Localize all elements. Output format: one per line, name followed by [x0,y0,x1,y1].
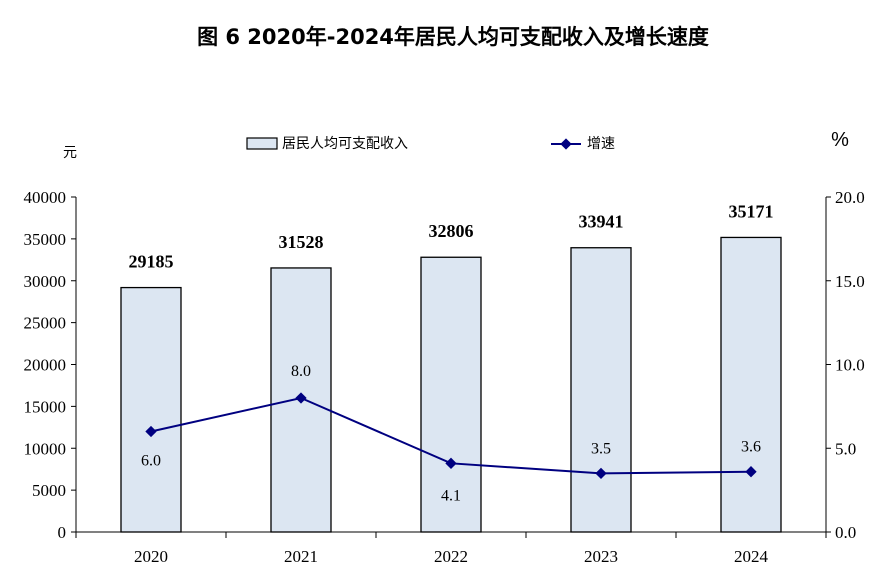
right-tick-label: 0.0 [835,523,856,542]
left-tick-label: 40000 [24,188,67,207]
x-tick-label: 2024 [734,547,769,566]
legend: 居民人均可支配收入 增速 [246,136,615,152]
left-tick-label: 20000 [24,356,67,375]
bar-value-label: 29185 [129,252,174,272]
growth-value-label: 3.5 [591,440,611,457]
legend-bar-label: 居民人均可支配收入 [282,136,408,152]
growth-point [445,457,457,469]
legend-line-marker [560,138,572,150]
left-tick-label: 5000 [32,481,66,500]
right-tick-label: 15.0 [835,272,865,291]
growth-value-label: 6.0 [141,453,161,470]
bar-value-label: 31528 [279,232,324,252]
bar-value-label: 33941 [579,212,624,232]
legend-line-label: 增速 [587,136,615,152]
left-tick-label: 30000 [24,272,67,291]
bar-value-label: 35171 [729,201,774,221]
growth-value-label: 3.6 [741,439,761,456]
growth-point [145,425,157,438]
growth-value-label: 8.0 [291,363,311,380]
right-tick-label: 10.0 [835,356,865,375]
bar [570,247,632,533]
growth-point [745,466,757,478]
left-tick-label: 0 [58,523,67,542]
growth-point [595,467,607,480]
left-axis-unit: 元 [63,145,77,161]
right-tick-label: 5.0 [835,439,856,458]
chart-title: 图 6 2020年-2024年居民人均可支配收入及增长速度 [197,25,709,49]
bar [120,286,182,533]
legend-bar-swatch [246,137,278,150]
x-tick-label: 2021 [284,547,318,566]
growth-point [295,392,307,404]
bar [720,236,782,533]
x-tick-label: 2020 [134,547,168,566]
x-tick-label: 2022 [434,547,468,566]
right-tick-label: 20.0 [835,188,865,207]
bar-value-label: 32806 [429,221,474,241]
left-tick-label: 10000 [24,439,67,458]
left-tick-label: 25000 [24,314,67,333]
left-tick-label: 15000 [24,397,67,416]
bar [420,256,482,533]
plot-area: 0 5000 10000 15000 20000 25000 30000 35000 40000… [24,188,865,566]
left-tick-label: 35000 [24,230,67,249]
growth-value-label: 4.1 [441,487,461,504]
right-axis-unit: % [831,129,849,151]
x-tick-label: 2023 [584,547,618,566]
